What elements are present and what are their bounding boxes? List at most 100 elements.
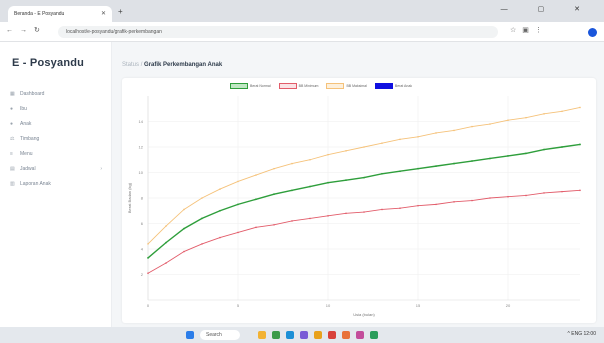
chart-legend: Berat Normal BB Minimum BB Maksimal Bera… — [230, 83, 412, 89]
series-point-0 — [453, 162, 455, 165]
reload-icon[interactable]: ↻ — [34, 27, 47, 34]
bookmark-icon[interactable]: ☆ — [510, 27, 523, 34]
sidebar-item-label: Menu — [20, 150, 33, 157]
series-point-1 — [363, 211, 365, 213]
new-tab-button[interactable]: + — [118, 7, 123, 16]
user-icon: ● — [10, 105, 14, 112]
series-point-1 — [147, 272, 149, 275]
windows-start-icon[interactable] — [186, 331, 194, 339]
series-point-0 — [417, 167, 419, 170]
series-point-2 — [399, 138, 401, 141]
sidebar-item-label: Laporan Anak — [20, 180, 51, 187]
series-point-1 — [327, 215, 329, 217]
close-tab-icon[interactable]: ✕ — [100, 11, 106, 17]
series-point-0 — [399, 170, 401, 173]
calendar-icon: ▤ — [10, 165, 15, 172]
series-point-2 — [345, 150, 347, 152]
breadcrumb-parent[interactable]: Status — [122, 62, 140, 68]
legend-item-bb-minimum[interactable]: BB Minimum — [278, 83, 318, 89]
breadcrumb-separator: / — [140, 62, 145, 68]
window-controls[interactable]: — ▢ ✕ — [500, 6, 594, 13]
series-point-0 — [309, 185, 311, 188]
sidebar-item-label: Anak — [20, 120, 32, 127]
app-icon[interactable] — [328, 331, 336, 339]
page-title: Grafik Perkembangan Anak — [144, 62, 223, 68]
legend-swatch — [278, 83, 297, 89]
sidebar-item-menu[interactable]: ≡ Menu — [10, 146, 106, 161]
sidebar-item-anak[interactable]: ● Anak — [10, 116, 106, 131]
sidebar: E - Posyandu ▦ Dashboard ● Ibu ● Anak ⚖ … — [0, 42, 112, 327]
series-point-2 — [543, 113, 545, 115]
series-point-2 — [489, 123, 491, 125]
sidebar-item-timbang[interactable]: ⚖ Timbang — [10, 131, 106, 146]
sidebar-item-ibu[interactable]: ● Ibu — [10, 101, 106, 116]
series-point-1 — [345, 212, 347, 215]
series-point-0 — [363, 176, 365, 179]
series-point-2 — [435, 132, 437, 134]
taskbar-search[interactable]: Search — [200, 330, 240, 340]
series-point-0 — [525, 152, 527, 155]
address-bar: ←→↻ localhost/e-posyandu/grafik-perkemba… — [0, 22, 604, 42]
extensions-icon[interactable]: ▣ — [522, 27, 535, 34]
series-point-0 — [237, 203, 239, 206]
legend-swatch — [326, 83, 345, 89]
series-point-1 — [453, 201, 455, 203]
dashboard-icon: ▦ — [10, 90, 15, 97]
legend-item-bb-maksimal[interactable]: BB Maksimal — [326, 83, 367, 89]
y-tick-label: 12 — [139, 145, 144, 150]
series-point-0 — [255, 198, 257, 201]
series-point-1 — [219, 236, 221, 239]
sidebar-menu: ▦ Dashboard ● Ibu ● Anak ⚖ Timbang ≡ Men… — [10, 86, 106, 191]
store-icon[interactable] — [300, 331, 308, 339]
series-point-0 — [471, 160, 473, 162]
sidebar-item-label: Ibu — [20, 105, 27, 112]
series-point-1 — [579, 189, 581, 192]
legend-item-berat-anak[interactable]: Berat Anak — [374, 83, 412, 89]
url-input[interactable]: localhost/e-posyandu/grafik-perkembangan — [58, 26, 498, 38]
legend-swatch — [230, 83, 248, 89]
mail-icon[interactable] — [314, 331, 322, 339]
legend-item-berat-normal[interactable]: Berat Normal — [230, 83, 271, 89]
y-tick-label: 10 — [139, 170, 144, 175]
series-point-1 — [255, 226, 257, 229]
sidebar-item-label: Jadwal — [20, 165, 36, 172]
series-point-2 — [165, 225, 167, 227]
series-point-2 — [381, 142, 383, 144]
series-point-2 — [219, 188, 221, 190]
app-icon[interactable] — [356, 331, 364, 339]
legend-label: Berat Normal — [250, 84, 271, 88]
scale-icon: ⚖ — [10, 135, 15, 142]
child-icon: ● — [10, 120, 14, 127]
y-tick-label: 4 — [141, 247, 144, 252]
series-point-2 — [417, 136, 419, 138]
series-point-0 — [381, 172, 383, 175]
file-explorer-icon[interactable] — [258, 331, 266, 339]
browser-icon[interactable] — [272, 331, 280, 339]
menu-icon[interactable]: ⋮ — [534, 27, 548, 34]
system-tray[interactable]: ^ ENG 12:00 — [567, 331, 596, 337]
browser-tab[interactable]: Beranda - E Posyandu ✕ — [8, 6, 112, 22]
series-point-1 — [507, 195, 509, 198]
series-point-1 — [309, 217, 311, 220]
series-point-0 — [219, 209, 221, 212]
back-icon[interactable]: ← — [6, 27, 20, 34]
series-point-2 — [363, 146, 365, 148]
series-point-1 — [237, 231, 239, 234]
series-point-1 — [489, 197, 491, 199]
x-axis-label: Usia (bulan) — [353, 312, 375, 317]
series-point-2 — [453, 129, 455, 132]
edge-icon[interactable] — [286, 331, 294, 339]
profile-avatar[interactable] — [588, 28, 597, 37]
growth-chart: 2 4 6 8 10 12 14 0 5 10 15 20 Usia (bulan) Berat Bada… — [127, 96, 581, 317]
series-point-0 — [561, 146, 563, 148]
forward-icon[interactable]: → — [20, 27, 34, 34]
series-point-0 — [147, 257, 149, 259]
sidebar-item-jadwal[interactable]: ▤ Jadwal › — [10, 161, 106, 176]
browser-tabbar: Beranda - E Posyandu ✕ + — ▢ ✕ — [0, 0, 604, 22]
sidebar-item-laporan-anak[interactable]: ▥ Laporan Anak — [10, 176, 106, 191]
series-point-2 — [327, 153, 329, 156]
app-icon[interactable] — [342, 331, 350, 339]
app-icon[interactable] — [370, 331, 378, 339]
sidebar-item-dashboard[interactable]: ▦ Dashboard — [10, 86, 106, 101]
y-axis-label: Berat Badan (kg) — [127, 182, 132, 213]
